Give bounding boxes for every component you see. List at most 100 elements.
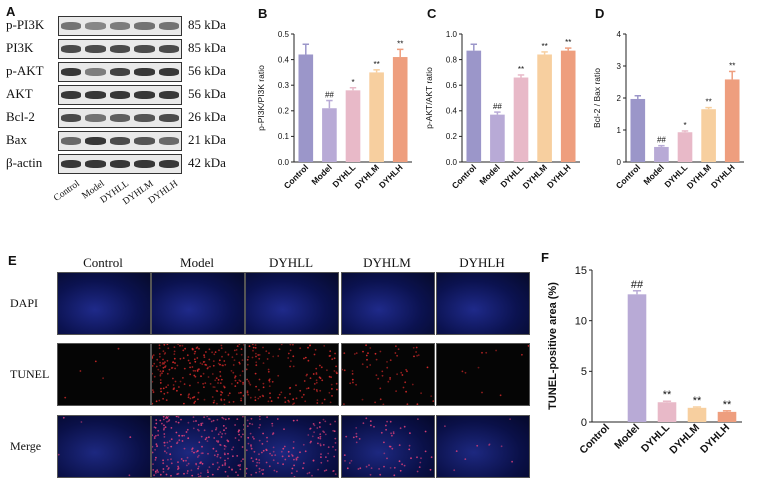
tunel-dot	[253, 437, 255, 440]
tunel-dot	[223, 360, 226, 362]
tunel-dot	[239, 468, 242, 471]
tunel-dot	[231, 356, 234, 359]
tunel-dot	[332, 470, 335, 472]
tunel-dot	[255, 385, 257, 388]
tunel-dot	[163, 392, 166, 395]
tunel-dot	[170, 458, 172, 461]
tunel-dot	[154, 448, 156, 451]
tunel-dot	[253, 450, 256, 453]
tunel-dot	[196, 456, 199, 458]
tunel-dot	[224, 462, 227, 464]
tunel-dot	[291, 455, 294, 457]
tunel-dot	[416, 456, 418, 459]
tunel-dot	[166, 359, 169, 362]
tunel-dot	[292, 403, 294, 405]
tunel-dot	[152, 445, 154, 448]
tunel-dot	[158, 344, 161, 347]
tunel-dot	[211, 351, 213, 354]
tunel-dot	[174, 362, 176, 364]
tunel-dot	[399, 469, 402, 472]
tunel-dot	[197, 473, 200, 476]
tunel-dot	[197, 465, 200, 468]
tunel-dot	[173, 353, 176, 355]
panel-letter-f: F	[541, 250, 549, 265]
y-tick-label: 0.6	[446, 81, 458, 90]
tunel-dot	[476, 444, 479, 447]
tunel-dot	[273, 469, 276, 472]
tunel-dot	[269, 452, 271, 455]
tunel-dot	[243, 424, 244, 426]
bar	[298, 54, 314, 163]
tunel-dot	[346, 467, 349, 470]
tunel-dot	[206, 440, 209, 442]
tunel-dot	[390, 432, 392, 435]
tunel-dot	[197, 391, 200, 394]
tunel-dot	[334, 473, 337, 475]
tunel-dot	[225, 427, 227, 429]
tunel-dot	[386, 366, 389, 369]
tunel-dot	[334, 449, 337, 451]
tunel-dot	[203, 429, 206, 432]
tunel-dot	[323, 398, 326, 401]
blot-band	[61, 160, 82, 168]
y-tick-label: 0.1	[278, 132, 290, 141]
tunel-dot	[157, 429, 160, 432]
tunel-dot	[195, 420, 197, 422]
tunel-dot	[170, 427, 173, 429]
tunel-dot	[327, 446, 330, 449]
tunel-dot	[242, 381, 244, 384]
tunel-dot	[221, 464, 224, 467]
tunel-dot	[187, 359, 190, 362]
tunel-dot	[155, 422, 158, 425]
tunel-dot	[189, 373, 192, 376]
tunel-dot	[258, 378, 261, 381]
tunel-dot	[254, 399, 257, 402]
tunel-dot	[319, 364, 321, 367]
tunel-dot	[408, 448, 411, 451]
tunel-dot	[365, 417, 368, 420]
tunel-dot	[393, 466, 396, 469]
tunel-dot	[164, 450, 166, 453]
tunel-dot	[201, 445, 203, 448]
tunel-dot	[259, 424, 261, 426]
tunel-dot	[322, 444, 325, 446]
tunel-dot	[255, 464, 258, 467]
tunel-dot	[258, 439, 261, 442]
tunel-dot	[351, 373, 354, 375]
tunel-dot	[334, 442, 337, 444]
significance-label: ##	[325, 91, 334, 100]
y-tick-label: 0.2	[446, 132, 458, 141]
tunel-dot	[432, 400, 434, 402]
tunel-dot	[152, 469, 155, 471]
tunel-dot	[307, 434, 310, 436]
tunel-dot	[204, 363, 207, 366]
tunel-dot	[349, 382, 352, 385]
tunel-dot	[367, 352, 369, 354]
tunel-dot	[176, 441, 179, 443]
tunel-dot	[287, 357, 290, 359]
tunel-dot	[236, 418, 239, 420]
tunel-dot	[257, 397, 260, 400]
tunel-dot	[182, 377, 184, 379]
tunel-dot	[166, 344, 169, 346]
blot-band	[158, 160, 179, 168]
tunel-dot	[200, 375, 202, 378]
significance-label: **	[705, 98, 711, 107]
tunel-dot	[282, 447, 285, 450]
x-tick-label: DYHLM	[685, 162, 713, 190]
tunel-dot	[319, 443, 322, 445]
tunel-dot	[379, 398, 382, 401]
tunel-dot	[236, 345, 239, 347]
tunel-dot	[177, 465, 179, 468]
tunel-dot	[170, 445, 173, 448]
tunel-dot	[168, 440, 171, 443]
tunel-dot	[302, 467, 304, 469]
tunel-dot	[195, 462, 197, 465]
tunel-dot	[309, 428, 311, 430]
tunel-dot	[166, 372, 169, 375]
tunel-dot	[325, 469, 328, 471]
tunel-dot	[292, 441, 295, 443]
tunel-dot	[329, 350, 332, 353]
tunel-dot	[268, 380, 271, 383]
tunel-dot	[246, 425, 249, 428]
